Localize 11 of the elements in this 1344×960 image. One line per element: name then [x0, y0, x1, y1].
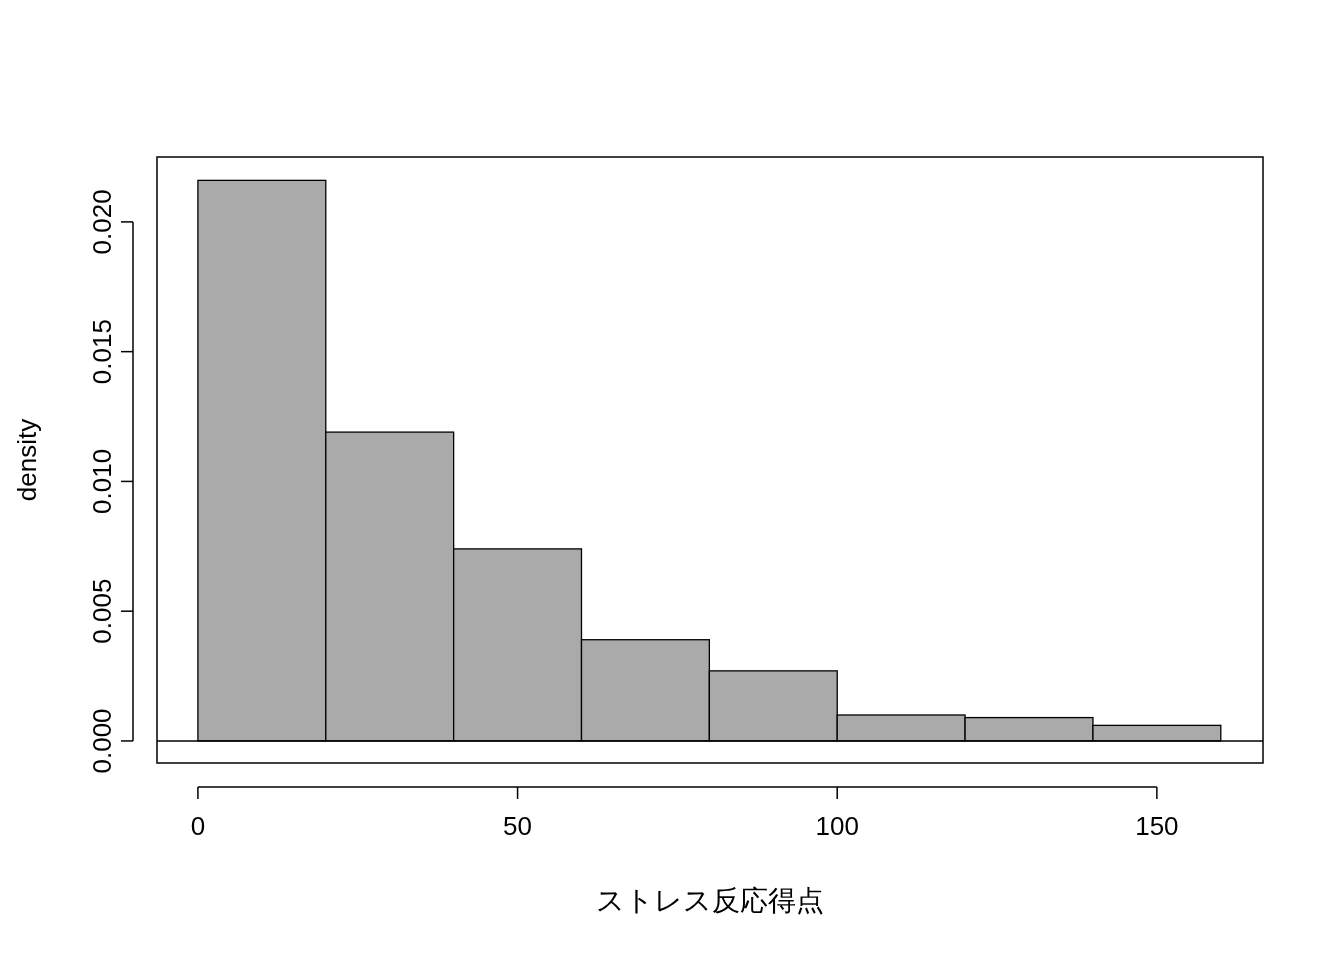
y-tick-label: 0.005: [87, 578, 117, 644]
x-tick-label: 100: [815, 811, 859, 841]
y-tick-label: 0.000: [87, 708, 117, 774]
y-axis-title: density: [12, 418, 42, 502]
x-tick-label: 150: [1135, 811, 1179, 841]
y-tick-label: 0.015: [87, 319, 117, 385]
y-tick-label: 0.020: [87, 189, 117, 255]
x-tick-label: 50: [503, 811, 533, 841]
x-tick-label: 0: [190, 811, 206, 841]
y-tick-label: 0.010: [87, 448, 117, 514]
x-axis-title: ストレス反応得点: [596, 885, 824, 916]
